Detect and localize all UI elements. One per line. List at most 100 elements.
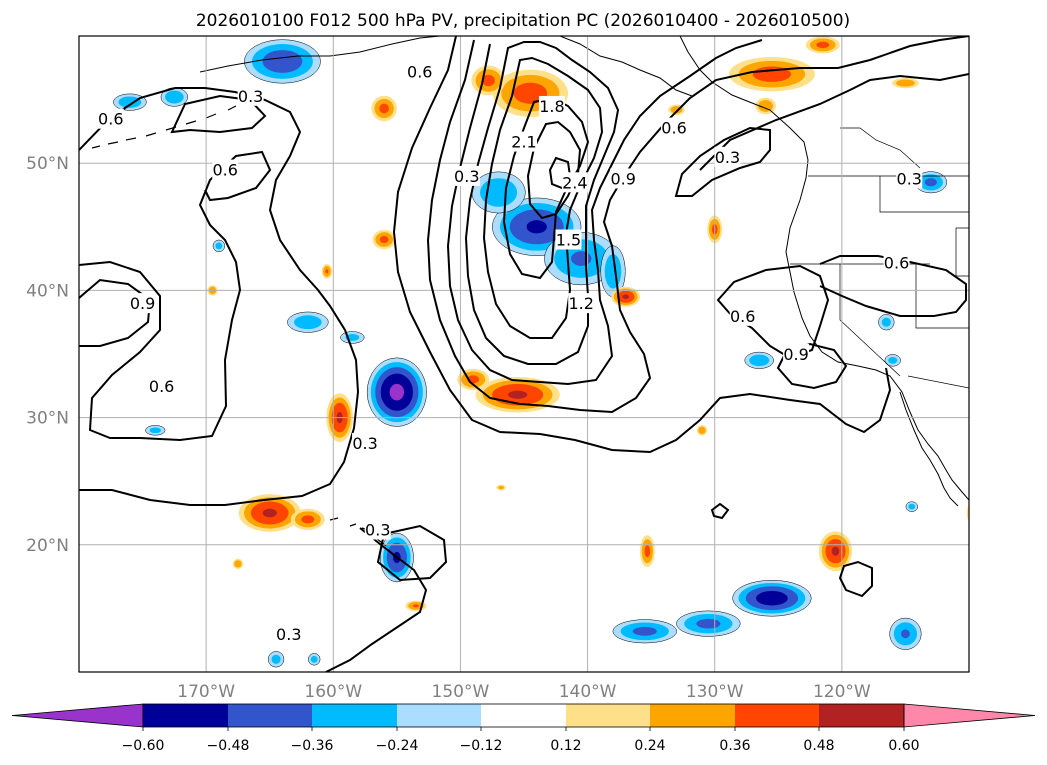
pv-contour-label: 0.9 bbox=[783, 344, 810, 364]
contour-label-bg bbox=[783, 344, 810, 364]
contour-label-text: 1.2 bbox=[568, 294, 593, 313]
precip-level-1 bbox=[271, 654, 281, 664]
contour-label-bg bbox=[148, 375, 175, 396]
precip-positive-anomaly bbox=[611, 286, 641, 307]
contour-label-text: 0.6 bbox=[149, 377, 174, 396]
pv-contour-label: 0.6 bbox=[883, 252, 910, 273]
contour-label-text: 0.6 bbox=[730, 307, 755, 326]
lon-tick-label: 160°W bbox=[304, 682, 362, 702]
precip-level-1 bbox=[234, 560, 242, 568]
pv-contour-label: 0.3 bbox=[352, 433, 379, 454]
baja-peninsula-coastline bbox=[899, 391, 959, 507]
precip-level-1 bbox=[888, 356, 898, 364]
precip-negative-anomaly bbox=[212, 239, 226, 253]
pv-contour-0.6-east bbox=[819, 255, 967, 317]
precip-positive-anomaly bbox=[696, 425, 708, 436]
pv-contour-layer bbox=[79, 36, 969, 672]
pv-contour-label: 0.3 bbox=[714, 146, 741, 167]
precip-positive-anomaly bbox=[892, 77, 919, 89]
precip-positive-anomaly bbox=[372, 229, 396, 250]
precip-positive-anomaly bbox=[818, 531, 853, 572]
contour-label-text: 2.4 bbox=[562, 173, 587, 192]
pv-contour-label: 0.6 bbox=[729, 305, 756, 326]
precip-negative-anomaly bbox=[145, 425, 166, 436]
lat-tick-label: 20°N bbox=[26, 536, 69, 556]
precip-level-2 bbox=[379, 235, 389, 244]
contour-label-bg bbox=[364, 519, 391, 540]
precip-positive-anomaly bbox=[238, 494, 301, 532]
colorbar-outline bbox=[142, 703, 905, 728]
alaska-coastline bbox=[199, 36, 441, 73]
colorbar-segment bbox=[312, 704, 397, 727]
contour-label-text: 0.3 bbox=[715, 148, 740, 167]
precip-level-2 bbox=[644, 545, 651, 558]
precip-negative-anomaly bbox=[884, 354, 901, 367]
precip-level-2 bbox=[513, 82, 548, 104]
lat-tick-label: 50°N bbox=[26, 154, 69, 174]
contour-label-text: 0.6 bbox=[98, 110, 123, 129]
pv-contour-0.3-west bbox=[79, 87, 360, 506]
contour-label-text: 0.9 bbox=[783, 345, 808, 364]
precip-level-1 bbox=[310, 655, 318, 663]
contour-label-text: 1.8 bbox=[539, 97, 564, 116]
contour-label-bg bbox=[538, 95, 565, 116]
pv-contour-1.5 bbox=[482, 56, 604, 339]
precip-negative-anomaly bbox=[244, 39, 321, 84]
contour-label-bg bbox=[555, 229, 582, 250]
precip-level-3 bbox=[526, 220, 547, 234]
pv-contour-label: 0.9 bbox=[129, 293, 156, 314]
colorbar-extend-max bbox=[903, 703, 1036, 728]
contour-label-text: 0.6 bbox=[661, 119, 686, 138]
precip-level-1 bbox=[749, 354, 770, 367]
pv-contour-label: 2.1 bbox=[511, 131, 537, 152]
contour-label-bg bbox=[453, 165, 480, 186]
lon-tick-label: 130°W bbox=[686, 682, 744, 702]
precip-level-2 bbox=[972, 508, 978, 518]
precip-negative-anomaly bbox=[287, 311, 329, 333]
north-america-coastline bbox=[679, 36, 969, 501]
pv-contour-0.3-inner-west bbox=[170, 94, 267, 134]
precip-negative-anomaly bbox=[160, 87, 189, 107]
contour-label-bg bbox=[352, 433, 379, 454]
precip-negative-anomaly bbox=[905, 501, 918, 512]
contour-label-text: 0.3 bbox=[897, 169, 922, 188]
precip-level-2 bbox=[413, 604, 419, 608]
precip-positive-anomaly bbox=[371, 95, 397, 122]
precip-positive-anomaly bbox=[232, 558, 244, 570]
precip-positive-anomaly bbox=[457, 368, 490, 391]
colorbar-tick-label: 0.24 bbox=[634, 738, 665, 754]
pv-contour-0.3-small-loop bbox=[838, 560, 873, 598]
lon-tick-label: 170°W bbox=[177, 682, 235, 702]
precip-negative-anomaly bbox=[340, 331, 365, 344]
lon-tick-label: 120°W bbox=[813, 682, 871, 702]
pv-contour-label: 0.6 bbox=[661, 117, 688, 138]
precip-level-2 bbox=[379, 103, 389, 114]
pv-contour-0.6-east-loop bbox=[716, 264, 830, 360]
pv-contour-2.1 bbox=[526, 120, 582, 220]
precip-level-3 bbox=[262, 508, 277, 518]
precip-level-4 bbox=[389, 383, 405, 401]
precip-negative-anomaly bbox=[471, 171, 526, 214]
pv-contour-label: 2.4 bbox=[561, 172, 588, 193]
lon-tick-label: 140°W bbox=[559, 682, 617, 702]
pv-contour-0.9-central bbox=[446, 39, 763, 386]
precip-level-2 bbox=[632, 626, 657, 636]
pv-contour-0.6-central bbox=[426, 36, 969, 414]
colorbar-segment bbox=[819, 704, 904, 727]
colorbar-segment bbox=[566, 704, 650, 727]
contour-label-text: 0.3 bbox=[352, 434, 377, 453]
pv-contour-0.3-hawaii bbox=[325, 527, 428, 672]
contour-label-bg bbox=[896, 168, 923, 189]
pv-contour-1.8 bbox=[502, 96, 590, 280]
contour-label-text: 0.6 bbox=[212, 161, 237, 180]
precip-level-3 bbox=[507, 390, 528, 399]
colorbar-tick-label: −0.12 bbox=[460, 738, 503, 754]
precip-negative-anomaly bbox=[889, 617, 922, 650]
contour-label-bg bbox=[568, 293, 595, 314]
map-plot-area: 0.3 0.6 0.6 0.9 0.6 0.3 0.3 0.3 0.6 0.3 1.82.1 2.4 1… bbox=[78, 35, 978, 673]
colorbar-tick-label: −0.60 bbox=[122, 738, 165, 754]
contour-label-text: 2.1 bbox=[511, 133, 536, 152]
precip-positive-anomaly bbox=[471, 65, 506, 96]
map-frame bbox=[78, 35, 970, 673]
precip-level-1 bbox=[215, 242, 223, 250]
